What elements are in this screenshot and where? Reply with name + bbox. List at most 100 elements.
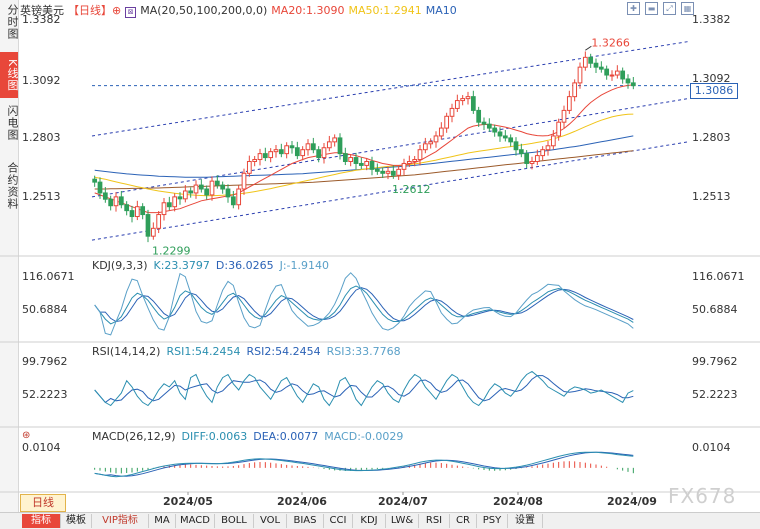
candle-body bbox=[118, 196, 124, 206]
settings-icon[interactable]: ⊕ bbox=[112, 4, 122, 17]
instrument-title: 英镑美元 bbox=[20, 4, 64, 17]
indicator-tab[interactable]: MACD bbox=[176, 514, 215, 528]
side-menu: 分时图 K线图 闪电图 合约资料 bbox=[0, 0, 19, 528]
price-annotations: 1.3266 1.2299 1.2612 bbox=[152, 36, 630, 257]
candle-body bbox=[225, 188, 231, 198]
candle-body bbox=[572, 82, 578, 98]
chart-header: 英镑美元 【日线】⊕ ⊠ MA(20,50,100,200,0,0) MA20:1.30… bbox=[20, 2, 461, 18]
price-axis-left-tick: 1.2513 bbox=[22, 190, 61, 203]
candle-body bbox=[193, 184, 199, 194]
candle-body bbox=[465, 96, 471, 100]
sidebar-item-flash[interactable]: 闪电图 bbox=[6, 105, 19, 141]
kdj-legend: KDJ(9,3,3) K:23.3797 D:36.0265 J:-1.9140 bbox=[92, 259, 335, 272]
candle-body bbox=[156, 214, 162, 229]
x-axis-tick-label: 2024/07 bbox=[378, 495, 428, 508]
kdj-j-line bbox=[94, 272, 634, 336]
candle-body bbox=[438, 127, 444, 137]
candle-body bbox=[358, 162, 364, 166]
candle-body bbox=[182, 190, 188, 200]
zoom-out-icon[interactable]: ▬ bbox=[645, 2, 658, 15]
indicator-tab[interactable]: CCI bbox=[324, 514, 353, 528]
candle-body bbox=[198, 184, 204, 190]
candle-body bbox=[305, 143, 311, 151]
fullscreen-icon[interactable]: ⤢ bbox=[663, 2, 676, 15]
rsi1: RSI1:54.2454 bbox=[166, 345, 241, 358]
candle-body bbox=[262, 153, 268, 159]
kdj-axis-tick: 50.6884 bbox=[22, 303, 68, 316]
ma20-value: MA20:1.3090 bbox=[271, 4, 345, 17]
indicator-tab[interactable]: RSI bbox=[419, 514, 450, 528]
indicator-tab[interactable]: 设置 bbox=[508, 514, 543, 528]
candle-body bbox=[102, 192, 108, 200]
candle-body bbox=[604, 68, 610, 76]
kdj-pane bbox=[94, 272, 634, 336]
candle-body bbox=[97, 181, 103, 194]
candle-body bbox=[321, 147, 327, 159]
candle-body bbox=[150, 227, 156, 237]
indicator-tab[interactable]: PSY bbox=[477, 514, 508, 528]
rsi-axis-tick: 52.2223 bbox=[692, 388, 738, 401]
indicator-tab[interactable]: VIP指标 bbox=[92, 514, 149, 528]
price-axis-right-tick: 1.2513 bbox=[692, 190, 731, 203]
indicator-tab[interactable]: BOLL bbox=[215, 514, 254, 528]
candle-body bbox=[417, 149, 423, 161]
candle-body bbox=[476, 109, 482, 123]
indicator-tab[interactable]: BIAS bbox=[287, 514, 324, 528]
candle-body bbox=[502, 135, 508, 139]
candle-body bbox=[236, 188, 242, 206]
candle-body bbox=[396, 168, 402, 176]
candle-body bbox=[406, 160, 412, 164]
macd-diff-line bbox=[94, 451, 634, 478]
candle-body bbox=[545, 145, 551, 151]
candle-body bbox=[449, 107, 455, 117]
ma50-value: MA50:1.2941 bbox=[348, 4, 422, 17]
period-button[interactable]: 日线 bbox=[20, 494, 66, 512]
kdj-j: J:-1.9140 bbox=[279, 259, 330, 272]
rsi-axis-tick: 99.7962 bbox=[22, 355, 68, 368]
indicator-tab[interactable]: CR bbox=[450, 514, 477, 528]
indicator-tab[interactable]: 指标 bbox=[22, 514, 61, 528]
candle-body bbox=[401, 162, 407, 170]
candle-body bbox=[566, 96, 572, 111]
ma20-line bbox=[94, 84, 634, 214]
swing-low-label: 1.2612 bbox=[392, 183, 431, 196]
candle-body bbox=[577, 66, 583, 84]
candle-body bbox=[166, 202, 172, 208]
sidebar-item-contract-info[interactable]: 合约资料 bbox=[6, 162, 19, 210]
candle-body bbox=[492, 127, 498, 133]
candle-body bbox=[252, 159, 258, 162]
indicator-tab[interactable]: VOL bbox=[254, 514, 287, 528]
candle-body bbox=[369, 160, 375, 170]
candle-body bbox=[364, 160, 370, 166]
ma-label: MA(20,50,100,200,0,0) bbox=[140, 4, 268, 17]
zoom-in-icon[interactable]: ✚ bbox=[627, 2, 640, 15]
candle-body bbox=[316, 149, 322, 159]
candle-body bbox=[294, 147, 300, 157]
rsi-label: RSI(14,14,2) bbox=[92, 345, 161, 358]
indicator-tab[interactable]: KDJ bbox=[353, 514, 386, 528]
candles bbox=[92, 51, 636, 243]
x-axis-labels: 2024/05 2024/06 2024/07 2024/08 2024/09 bbox=[163, 492, 657, 508]
candle-body bbox=[481, 121, 487, 125]
x-axis-tick-label: 2024/06 bbox=[277, 495, 327, 508]
candle-body bbox=[145, 214, 151, 237]
indicator-tab[interactable]: MA bbox=[149, 514, 176, 528]
ma-icon[interactable]: ⊠ bbox=[125, 7, 137, 18]
macd-target-icon[interactable]: ⊛ bbox=[22, 430, 31, 441]
candle-body bbox=[433, 135, 439, 143]
layout-icon[interactable]: ▦ bbox=[681, 2, 694, 15]
candle-body bbox=[113, 196, 119, 207]
regression-channel bbox=[91, 41, 689, 241]
rsi-legend: RSI(14,14,2) RSI1:54.2454 RSI2:54.2454 RSI3… bbox=[92, 345, 407, 358]
kdj-axis-tick: 50.6884 bbox=[692, 303, 738, 316]
rsi2: RSI2:54.2454 bbox=[246, 345, 321, 358]
indicator-tab[interactable]: 模板 bbox=[61, 514, 92, 528]
sidebar-item-kline[interactable]: K线图 bbox=[0, 52, 19, 98]
macd-value: MACD:-0.0029 bbox=[324, 430, 404, 443]
indicator-tab[interactable]: LW& bbox=[386, 514, 419, 528]
sidebar-item-timeshare[interactable]: 分时图 bbox=[6, 4, 19, 40]
candle-body bbox=[214, 180, 220, 186]
high-price-pointer bbox=[585, 45, 592, 51]
macd-label: MACD(26,12,9) bbox=[92, 430, 176, 443]
